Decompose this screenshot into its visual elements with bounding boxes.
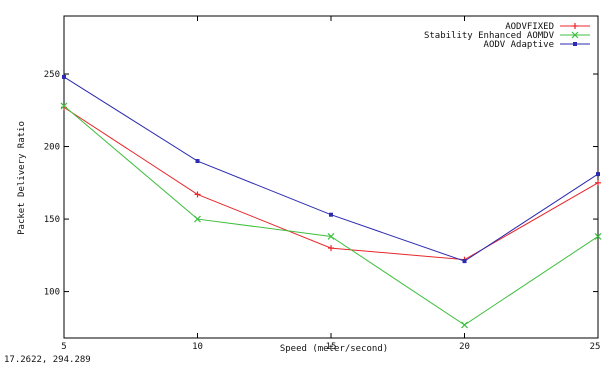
legend-marker [573, 42, 577, 46]
x-tick-label: 25 [590, 342, 601, 352]
legend-label: Stability Enhanced AOMDV [424, 31, 555, 41]
data-point-stability-enhanced-aomdv [194, 215, 201, 223]
data-point-aodv-adaptive [62, 74, 66, 79]
series-stability-enhanced-aomdv [60, 102, 602, 329]
legend-marker [571, 31, 579, 39]
series-aodv-adaptive [62, 74, 600, 264]
data-point-aodv-adaptive [195, 159, 200, 164]
x-axis-title: Speed (meter/second) [280, 344, 388, 354]
data-point-aodv-adaptive [596, 172, 600, 177]
data-point-stability-enhanced-aomdv [327, 233, 335, 240]
x-tick-label: 20 [459, 342, 470, 352]
series-layer [60, 74, 602, 329]
x-tick-label: 10 [192, 342, 203, 352]
y-tick-label: 200 [44, 143, 60, 153]
x-axis-ticks: 5 10 15 20 25 [61, 16, 600, 352]
y-axis-title: Packet Delivery Ratio [17, 121, 27, 235]
y-tick-label: 250 [44, 70, 60, 80]
data-point-aodv-adaptive [329, 212, 333, 217]
y-tick-label: 150 [44, 215, 60, 225]
y-axis-ticks: 100 150 200 250 [44, 70, 598, 298]
data-point-stability-enhanced-aomdv [461, 321, 468, 329]
legend-label: AODV Adaptive [484, 40, 554, 50]
x-tick-label: 5 [61, 342, 66, 352]
data-point-aodv-adaptive [462, 259, 467, 264]
series-aodvfixed [61, 104, 601, 263]
legend-label: AODVFIXED [505, 22, 554, 32]
y-tick-label: 100 [44, 288, 60, 298]
series-line-aodv-adaptive [63, 76, 599, 262]
data-point-stability-enhanced-aomdv [60, 102, 68, 110]
cursor-coordinates-readout: 17.2622, 294.289 [4, 355, 91, 365]
data-point-stability-enhanced-aomdv [594, 233, 602, 240]
x-tick-label: 15 [326, 342, 337, 352]
